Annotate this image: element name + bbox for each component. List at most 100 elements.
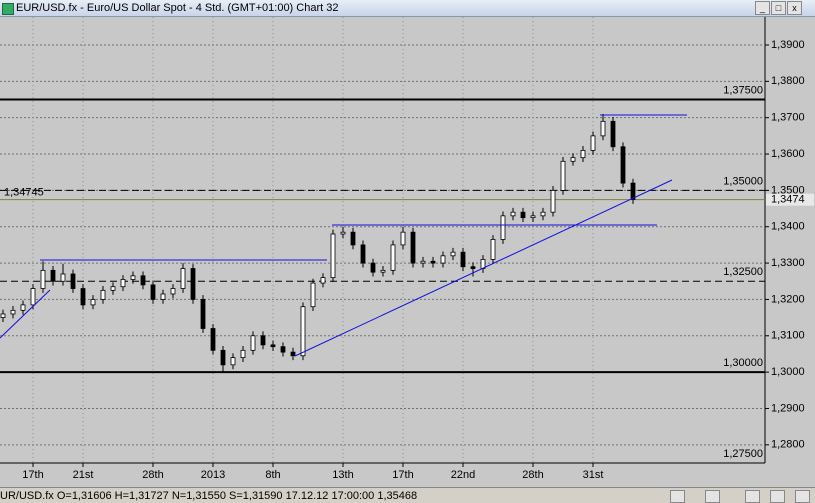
candle-body [280,346,286,353]
window-icon [2,3,14,15]
candle-body [230,357,236,366]
x-tick-label: 17th [22,469,43,481]
candle-body [210,328,216,351]
candle-body [540,211,546,217]
x-tick-label: 2013 [201,469,225,481]
y-tick-label: 1,3700 [771,112,805,124]
y-tick-label: 1,3000 [771,366,805,378]
chart: 1,2800 1,2900 1,3000 1,3100 1,3200 1,3300 1,34… [0,17,815,487]
y-tick-label: 1,3300 [771,257,805,269]
y-tick-label: 1,2900 [771,402,805,414]
candle-body [380,269,386,273]
candle-body [160,293,166,300]
level-label: 1,30000 [723,357,763,369]
level-label: 1,35000 [723,175,763,187]
candle-body [610,120,616,148]
x-tick-label: 28th [522,469,543,481]
candle-body [80,288,86,306]
close-button[interactable]: x [787,1,802,15]
current-price-label: 1,34745 [4,187,44,199]
scroll-button[interactable] [770,490,785,503]
y-tick-label: 1,3400 [771,221,805,233]
candle-body [370,262,376,273]
status-text: UR/USD.fx O=1,31606 H=1,31727 N=1,31550 … [0,490,418,502]
y-tick-label: 1,3900 [771,39,805,51]
trend-line [0,289,51,339]
candle-body [110,286,116,291]
title-bar: EUR/USD.fx - Euro/US Dollar Spot - 4 Std… [0,0,815,17]
candle-body [140,275,146,286]
candle-body [500,215,506,240]
current-price-marker [766,193,814,206]
candle-body [300,306,306,357]
x-tick-label: 8th [265,469,280,481]
trend-lines [0,114,687,357]
candle-body [430,260,436,264]
candle-body [510,211,516,217]
window-title: EUR/USD.fx - Euro/US Dollar Spot - 4 Std… [16,2,339,14]
candle-body [530,215,536,219]
y-tick-label: 1,3100 [771,330,805,342]
candle-body [400,231,406,246]
candle-body [260,335,266,346]
status-bar: UR/USD.fx O=1,31606 H=1,31727 N=1,31550 … [0,487,815,503]
candle-body [100,289,106,300]
candle-body [350,231,356,246]
scroll-button[interactable] [705,490,720,503]
candle-body [390,244,396,271]
x-tick-label: 13th [332,469,353,481]
candle-body [200,299,206,329]
x-tick-label: 28th [142,469,163,481]
candle-body [420,260,426,264]
candle-body [170,288,176,295]
y-tick-label: 1,3800 [771,75,805,87]
level-label: 1,32500 [723,266,763,278]
trend-line [294,179,673,357]
candle-body [10,309,16,315]
x-tick-label: 21st [73,469,94,481]
candle-body [30,288,36,306]
scroll-button[interactable] [745,490,760,503]
candle-body [600,120,606,137]
current-price-axis-label: 1,3474 [771,194,805,206]
candle-body [410,231,416,264]
candle-body [340,231,346,235]
candle-body [70,273,76,289]
candle-body [270,344,276,348]
candle-body [240,349,246,358]
x-tick-label: 31st [583,469,604,481]
candle-body [560,160,566,191]
candle-body [550,189,556,213]
scroll-button[interactable] [795,490,810,503]
candle-body [570,157,576,162]
candle-body [450,251,456,257]
candle-body [0,313,6,319]
candle-body [130,275,136,280]
scroll-button[interactable] [670,490,685,503]
candle-body [50,269,56,282]
y-tick-label: 1,3600 [771,148,805,160]
candle-body [630,182,636,200]
candle-body [90,299,96,306]
candle-body [20,304,26,311]
candle-body [520,211,526,219]
candle-body [620,146,626,184]
candle-body [60,273,66,282]
maximize-button[interactable]: □ [771,1,786,15]
candle-body [180,268,186,289]
candle-body [470,266,476,269]
candle-body [330,233,336,279]
candle-body [310,282,316,308]
candle-body [590,135,596,151]
x-tick-label: 17th [392,469,413,481]
level-label: 1,37500 [723,84,763,96]
y-tick-label: 1,3500 [771,184,805,196]
candle-body [490,239,496,260]
candle-body [220,349,226,366]
candle-body [120,279,126,288]
candle-body [40,269,46,289]
candle-body [460,251,466,268]
minimize-button[interactable]: _ [755,1,770,15]
background [0,17,815,487]
